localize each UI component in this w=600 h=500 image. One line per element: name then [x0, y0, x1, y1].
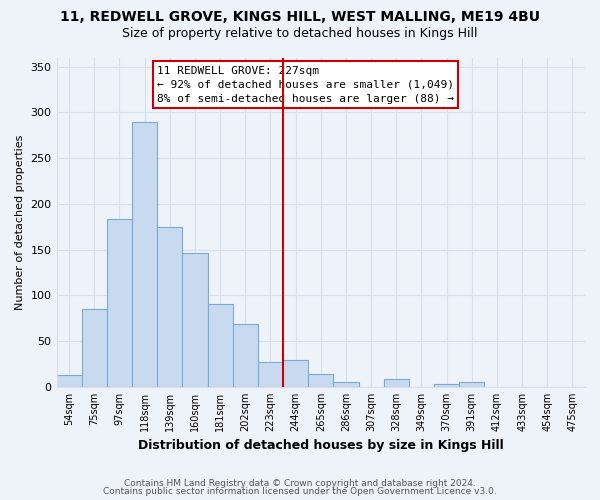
Bar: [107, 218, 132, 387]
Bar: [208, 304, 233, 387]
Y-axis label: Number of detached properties: Number of detached properties: [15, 134, 25, 310]
Text: Contains HM Land Registry data © Crown copyright and database right 2024.: Contains HM Land Registry data © Crown c…: [124, 478, 476, 488]
Bar: [308, 374, 334, 387]
Bar: [334, 382, 359, 387]
Bar: [233, 324, 258, 387]
Bar: [434, 384, 459, 387]
Bar: [182, 254, 208, 387]
Bar: [258, 362, 283, 387]
Bar: [82, 309, 107, 387]
Text: Size of property relative to detached houses in Kings Hill: Size of property relative to detached ho…: [122, 28, 478, 40]
X-axis label: Distribution of detached houses by size in Kings Hill: Distribution of detached houses by size …: [138, 440, 503, 452]
Bar: [283, 360, 308, 387]
Bar: [56, 375, 82, 387]
Bar: [157, 227, 182, 387]
Text: 11, REDWELL GROVE, KINGS HILL, WEST MALLING, ME19 4BU: 11, REDWELL GROVE, KINGS HILL, WEST MALL…: [60, 10, 540, 24]
Text: Contains public sector information licensed under the Open Government Licence v3: Contains public sector information licen…: [103, 487, 497, 496]
Bar: [132, 122, 157, 387]
Bar: [383, 378, 409, 387]
Text: 11 REDWELL GROVE: 227sqm
← 92% of detached houses are smaller (1,049)
8% of semi: 11 REDWELL GROVE: 227sqm ← 92% of detach…: [157, 66, 454, 104]
Bar: [459, 382, 484, 387]
